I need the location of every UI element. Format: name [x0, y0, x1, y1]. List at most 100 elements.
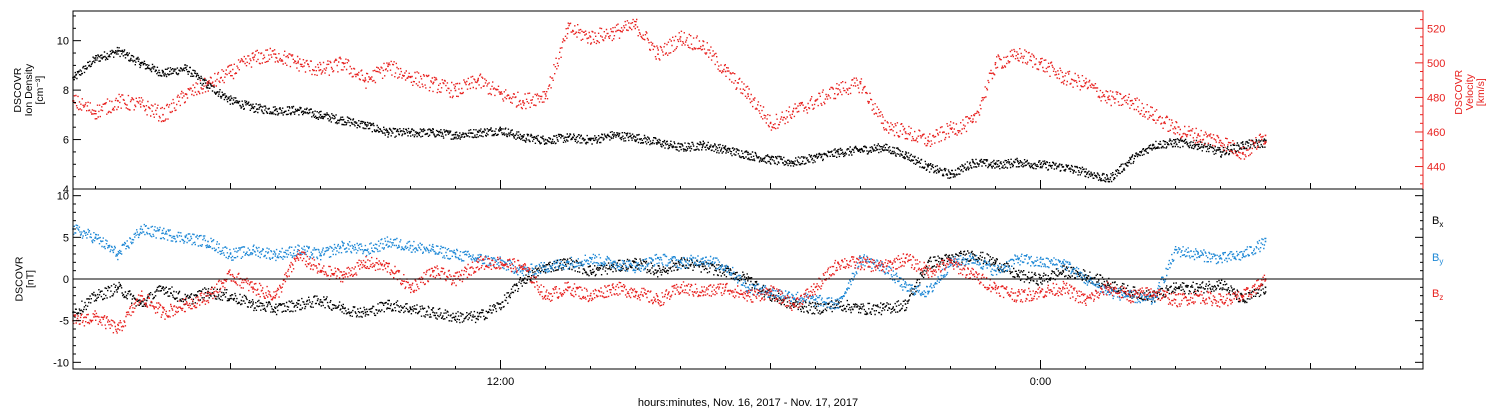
velocity-point: [949, 127, 952, 130]
velocity-tick-label: 440: [1427, 162, 1445, 174]
bx-point: [814, 307, 817, 309]
density-point: [454, 133, 457, 136]
bz-point: [319, 269, 322, 272]
bx-point: [409, 307, 412, 309]
bx-point: [724, 269, 727, 272]
velocity-point: [94, 110, 97, 112]
velocity-point: [1242, 151, 1244, 154]
b-axis-title-line: DSCOVR: [14, 256, 26, 301]
bz-point: [837, 261, 839, 264]
by-point: [409, 244, 412, 247]
density-point: [1039, 163, 1042, 166]
by-point: [837, 303, 839, 305]
by-point: [454, 253, 457, 255]
bz-point: [544, 294, 547, 297]
bx-point: [702, 265, 704, 268]
legend-base: B: [1432, 215, 1439, 227]
by-point: [972, 257, 974, 259]
density-point: [1197, 143, 1199, 146]
velocity-point: [252, 56, 254, 59]
bx-point: [657, 269, 659, 272]
bx-point: [1197, 286, 1199, 289]
by-point: [567, 261, 569, 264]
bz-point: [927, 269, 929, 272]
velocity-axis-title-line: DSCOVR: [1453, 69, 1465, 114]
velocity-point: [207, 82, 209, 85]
bx-point: [949, 257, 952, 259]
density-point: [207, 84, 209, 86]
bx-point: [612, 265, 614, 268]
velocity-point: [634, 24, 637, 26]
velocity-point: [297, 62, 299, 64]
density-point: [522, 136, 524, 138]
bz-point: [252, 286, 254, 289]
velocity-point: [1197, 134, 1199, 137]
bz-point: [1129, 294, 1132, 297]
velocity-point: [1062, 75, 1064, 78]
density-point: [567, 136, 569, 138]
bx-point: [1242, 299, 1244, 301]
bx-point: [1174, 286, 1177, 289]
bz-point: [409, 286, 412, 289]
bx-point: [387, 303, 389, 305]
bz-point: [387, 265, 389, 268]
by-point: [1039, 261, 1042, 264]
by-point: [724, 265, 727, 268]
bx-point: [477, 315, 479, 318]
bz-point: [1107, 286, 1109, 289]
bz-point: [657, 299, 659, 301]
bz-point: [499, 261, 502, 264]
velocity-point: [139, 103, 142, 106]
bx-point: [94, 294, 97, 297]
density-point: [1107, 178, 1109, 180]
density-point: [724, 148, 727, 151]
velocity-point: [454, 89, 457, 92]
bx-point: [882, 307, 884, 309]
velocity-point: [1264, 134, 1267, 137]
velocity-point: [364, 79, 367, 81]
density-point: [94, 57, 97, 59]
density-point: [139, 62, 142, 64]
bz-point: [1219, 299, 1222, 301]
bz-point: [769, 290, 772, 293]
density-point: [589, 138, 592, 141]
velocity-point: [567, 27, 569, 30]
velocity-point: [117, 100, 119, 102]
by-point: [252, 249, 254, 251]
density-axis-title-line: [cm⁻³]: [34, 76, 46, 105]
density-point: [477, 131, 479, 133]
velocity-point: [544, 93, 547, 95]
x-tick-label: 0:00: [1030, 376, 1051, 388]
data-points-layer: [72, 18, 1267, 334]
bx-point: [117, 286, 119, 289]
velocity-axis-title-line: [km/s]: [1475, 78, 1487, 106]
bz-point: [184, 303, 187, 305]
velocity-axis-title-line: Velocity: [1464, 73, 1476, 110]
velocity-point: [837, 88, 839, 90]
velocity-point: [904, 131, 907, 133]
velocity-point: [702, 44, 704, 47]
density-tick-label: 8: [63, 85, 69, 97]
by-point: [432, 249, 434, 251]
bz-point: [702, 290, 704, 293]
density-point: [342, 119, 344, 121]
by-point: [792, 294, 794, 297]
velocity-axis-title: DSCOVR Velocity [km/s]: [1453, 69, 1487, 114]
velocity-point: [1219, 139, 1222, 142]
bz-point: [1039, 290, 1042, 293]
density-point: [1152, 143, 1154, 146]
bx-point: [319, 299, 322, 301]
bx-point: [454, 315, 457, 318]
density-point: [679, 146, 682, 148]
by-point: [117, 253, 119, 255]
velocity-point: [1084, 82, 1087, 85]
bx-point: [364, 311, 367, 314]
by-point: [1197, 253, 1199, 255]
bz-point: [634, 290, 637, 293]
velocity-point: [184, 93, 187, 95]
bx-point: [927, 261, 929, 264]
density-point: [499, 128, 502, 131]
bz-point: [904, 257, 907, 259]
bx-point: [859, 307, 862, 309]
